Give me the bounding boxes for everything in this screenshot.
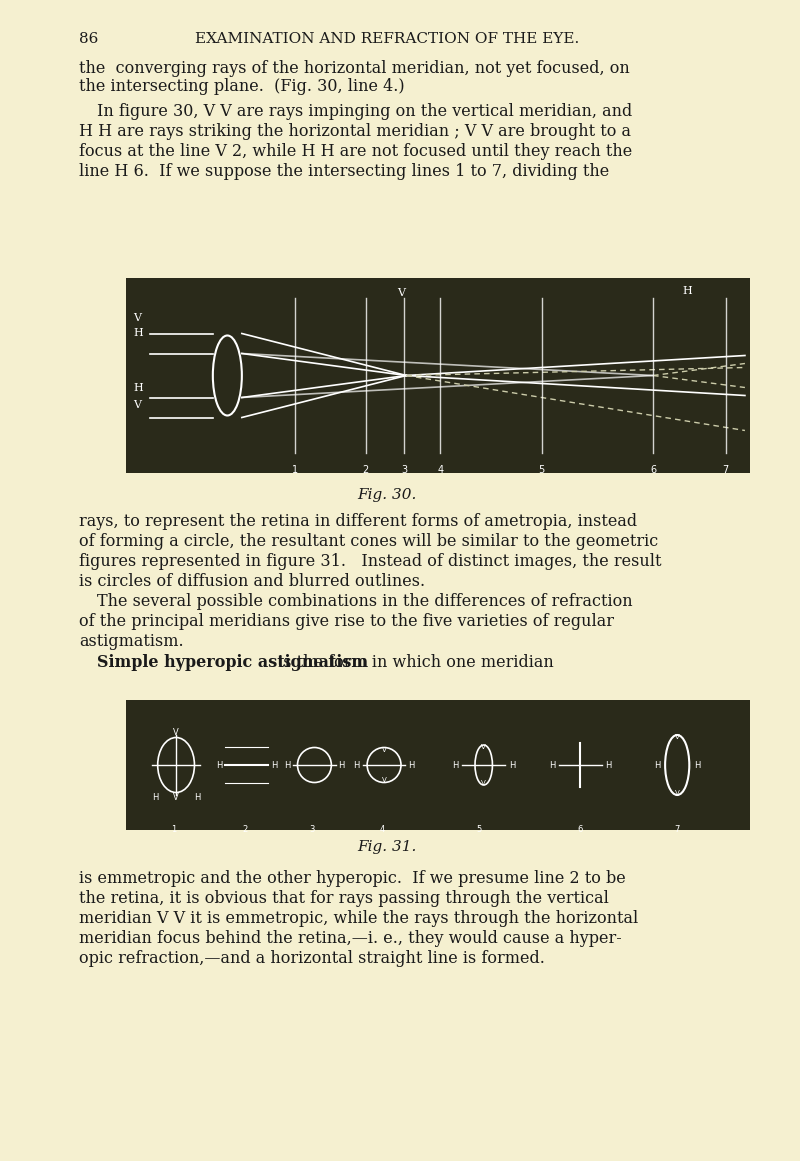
Text: the retina, it is obvious that for rays passing through the vertical: the retina, it is obvious that for rays … (79, 890, 610, 907)
Text: 7: 7 (722, 466, 729, 475)
Text: H: H (152, 793, 158, 802)
Text: astigmatism.: astigmatism. (79, 633, 184, 650)
Text: 1: 1 (171, 825, 177, 834)
Text: V: V (382, 747, 386, 753)
Text: 5: 5 (476, 825, 482, 834)
Text: is circles of diffusion and blurred outlines.: is circles of diffusion and blurred outl… (79, 574, 426, 590)
Text: V: V (134, 401, 142, 410)
Text: of forming a circle, the resultant cones will be similar to the geometric: of forming a circle, the resultant cones… (79, 533, 658, 550)
Text: meridian focus behind the retina,—i. e., they would cause a hyper-: meridian focus behind the retina,—i. e.,… (79, 930, 622, 947)
Text: opic refraction,—and a horizontal straight line is formed.: opic refraction,—and a horizontal straig… (79, 950, 546, 967)
Text: V: V (382, 777, 386, 783)
Text: of the principal meridians give rise to the five varieties of regular: of the principal meridians give rise to … (79, 613, 614, 630)
Text: H: H (134, 329, 143, 338)
Text: 5: 5 (538, 466, 545, 475)
Text: 6: 6 (650, 466, 656, 475)
Text: line H 6.  If we suppose the intersecting lines 1 to 7, dividing the: line H 6. If we suppose the intersecting… (79, 163, 610, 180)
Text: rays, to represent the retina in different forms of ametropia, instead: rays, to represent the retina in differe… (79, 513, 638, 531)
Text: figures represented in figure 31.   Instead of distinct images, the result: figures represented in figure 31. Instea… (79, 553, 662, 570)
Text: 3: 3 (402, 466, 407, 475)
Text: H: H (354, 760, 360, 770)
Text: is emmetropic and the other hyperopic.  If we presume line 2 to be: is emmetropic and the other hyperopic. I… (79, 870, 626, 887)
Text: H: H (694, 760, 700, 770)
Text: 1: 1 (292, 466, 298, 475)
Text: H: H (284, 760, 290, 770)
Text: In figure 30, V V are rays impinging on the vertical meridian, and: In figure 30, V V are rays impinging on … (97, 103, 632, 120)
Text: H: H (216, 760, 222, 770)
Text: the intersecting plane.  (Fig. 30, line 4.): the intersecting plane. (Fig. 30, line 4… (79, 78, 405, 95)
Text: H: H (682, 286, 692, 296)
Text: 4: 4 (437, 466, 443, 475)
Text: H: H (408, 760, 414, 770)
Text: V: V (173, 793, 179, 802)
Text: H: H (338, 760, 345, 770)
Text: 86: 86 (79, 33, 98, 46)
Text: Fig. 31.: Fig. 31. (358, 841, 417, 854)
Text: 2: 2 (242, 825, 247, 834)
Text: H: H (654, 760, 661, 770)
Text: meridian V V it is emmetropic, while the rays through the horizontal: meridian V V it is emmetropic, while the… (79, 910, 638, 926)
FancyBboxPatch shape (126, 277, 750, 473)
Text: H: H (271, 760, 278, 770)
Text: V: V (173, 728, 179, 737)
Text: V: V (482, 780, 486, 786)
Text: 7: 7 (674, 825, 680, 834)
Text: focus at the line V 2, while H H are not focused until they reach the: focus at the line V 2, while H H are not… (79, 143, 633, 160)
FancyBboxPatch shape (126, 700, 750, 830)
Text: Simple hyperopic astigmatism: Simple hyperopic astigmatism (97, 654, 368, 671)
Text: H: H (134, 383, 143, 394)
Text: V: V (675, 734, 679, 740)
Text: H: H (606, 760, 612, 770)
Text: 6: 6 (578, 825, 583, 834)
Text: is the form in which one meridian: is the form in which one meridian (273, 654, 554, 671)
Text: V: V (482, 744, 486, 750)
Text: 4: 4 (379, 825, 385, 834)
Text: H: H (194, 793, 200, 802)
Text: V: V (675, 789, 679, 796)
Text: H: H (452, 760, 458, 770)
Text: H H are rays striking the horizontal meridian ; V V are brought to a: H H are rays striking the horizontal mer… (79, 123, 631, 140)
Text: V: V (398, 288, 406, 298)
Text: 2: 2 (362, 466, 369, 475)
Text: The several possible combinations in the differences of refraction: The several possible combinations in the… (97, 593, 632, 610)
Text: H: H (509, 760, 515, 770)
Text: H: H (549, 760, 555, 770)
Text: the  converging rays of the horizontal meridian, not yet focused, on: the converging rays of the horizontal me… (79, 60, 630, 77)
Text: 3: 3 (310, 825, 315, 834)
Text: EXAMINATION AND REFRACTION OF THE EYE.: EXAMINATION AND REFRACTION OF THE EYE. (195, 33, 579, 46)
Text: Fig. 30.: Fig. 30. (358, 488, 417, 502)
Text: V: V (134, 313, 142, 323)
